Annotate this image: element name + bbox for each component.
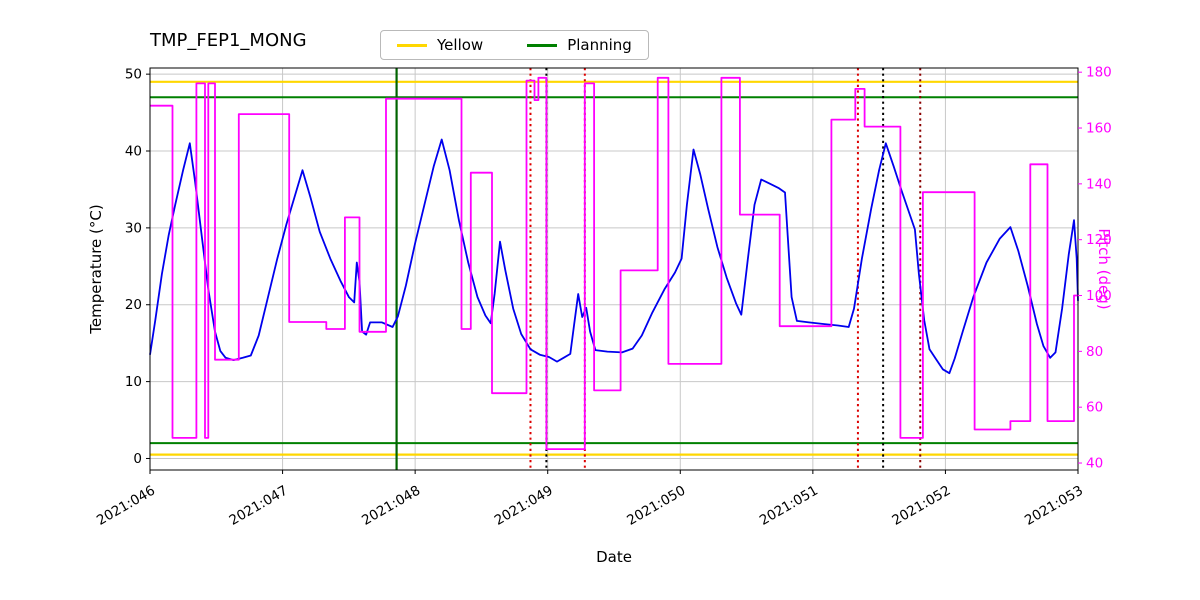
legend-item-yellow: Yellow bbox=[397, 36, 483, 54]
x-tick-label: 2021:048 bbox=[359, 483, 423, 529]
x-tick-label: 2021:052 bbox=[889, 483, 953, 529]
y2-tick-label: 120 bbox=[1086, 232, 1112, 248]
x-axis-label: Date bbox=[596, 548, 632, 566]
x-tick-label: 2021:051 bbox=[757, 483, 821, 529]
y-axis-left-ticks: 0 10 20 30 40 50 bbox=[125, 67, 150, 467]
legend: Yellow Planning bbox=[380, 30, 649, 60]
legend-label-yellow: Yellow bbox=[437, 36, 484, 54]
chart-title: TMP_FEP1_MONG bbox=[150, 30, 307, 51]
y2-tick-label: 180 bbox=[1086, 65, 1112, 81]
x-tick-label: 2021:046 bbox=[94, 483, 158, 529]
temperature-series bbox=[149, 138, 1079, 375]
y-tick-label: 40 bbox=[125, 144, 142, 160]
legend-label-planning: Planning bbox=[567, 36, 632, 54]
y-tick-label: 30 bbox=[125, 220, 142, 236]
x-tick-label: 2021:053 bbox=[1022, 483, 1086, 529]
x-tick-label: 2021:049 bbox=[492, 483, 556, 529]
y-tick-label: 10 bbox=[125, 374, 142, 390]
y2-tick-label: 80 bbox=[1086, 344, 1103, 360]
y2-tick-label: 40 bbox=[1086, 456, 1103, 472]
y-axis-right-ticks: 40 60 80 100 120 140 160 180 bbox=[1078, 65, 1112, 472]
limit-lines bbox=[150, 80, 1078, 456]
x-tick-label: 2021:047 bbox=[227, 483, 291, 529]
yellow-line-sample bbox=[397, 43, 427, 47]
x-tick-label: 2021:050 bbox=[624, 483, 688, 529]
planning-line-sample bbox=[527, 43, 558, 47]
y2-tick-label: 60 bbox=[1086, 400, 1103, 416]
y-tick-label: 50 bbox=[125, 67, 142, 83]
event-lines bbox=[395, 68, 922, 470]
y2-tick-label: 160 bbox=[1086, 121, 1112, 137]
pitch-series bbox=[150, 76, 1078, 450]
y2-tick-label: 140 bbox=[1086, 176, 1112, 192]
axes-frame bbox=[149, 67, 1079, 471]
y2-tick-label: 100 bbox=[1086, 288, 1112, 304]
y-tick-label: 20 bbox=[125, 297, 142, 313]
legend-item-planning: Planning bbox=[527, 36, 632, 54]
y-tick-label: 0 bbox=[133, 451, 142, 467]
x-axis-ticks: 2021:046 2021:047 2021:048 2021:049 2021:050… bbox=[94, 470, 1086, 529]
